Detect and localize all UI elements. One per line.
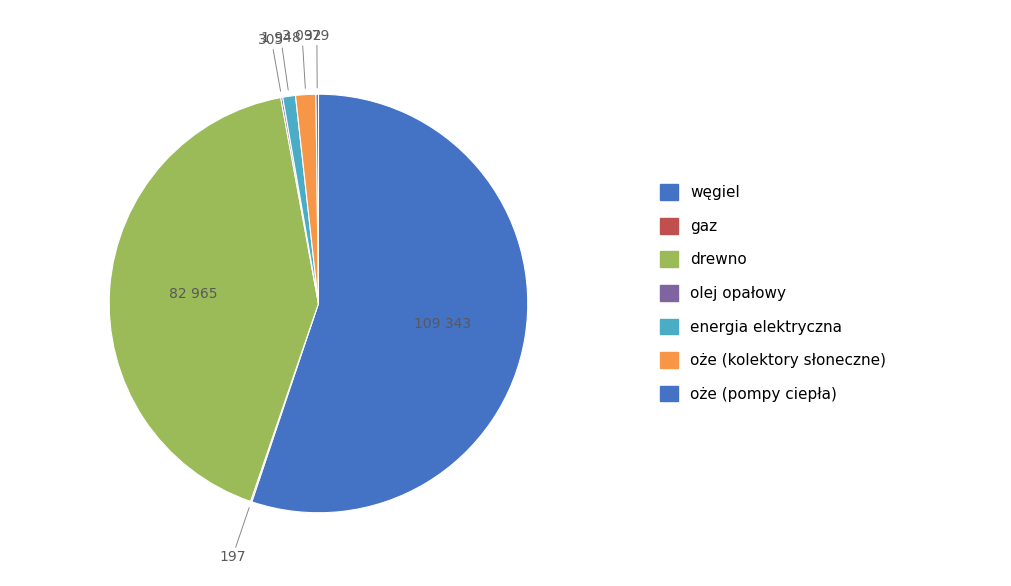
Wedge shape (295, 94, 318, 304)
Text: 82 965: 82 965 (169, 287, 217, 301)
Text: 1 948: 1 948 (261, 31, 300, 90)
Legend: węgiel, gaz, drewno, olej opałowy, energia elektryczna, oże (kolektory słoneczne: węgiel, gaz, drewno, olej opałowy, energ… (654, 178, 893, 408)
Text: 305: 305 (258, 33, 284, 91)
Wedge shape (109, 98, 318, 502)
Wedge shape (281, 97, 318, 304)
Text: 197: 197 (219, 507, 249, 564)
Wedge shape (252, 94, 528, 513)
Wedge shape (283, 96, 318, 304)
Text: 3 092: 3 092 (282, 29, 321, 88)
Wedge shape (251, 304, 318, 502)
Text: 379: 379 (303, 29, 330, 88)
Wedge shape (316, 94, 318, 304)
Text: 109 343: 109 343 (413, 316, 471, 331)
